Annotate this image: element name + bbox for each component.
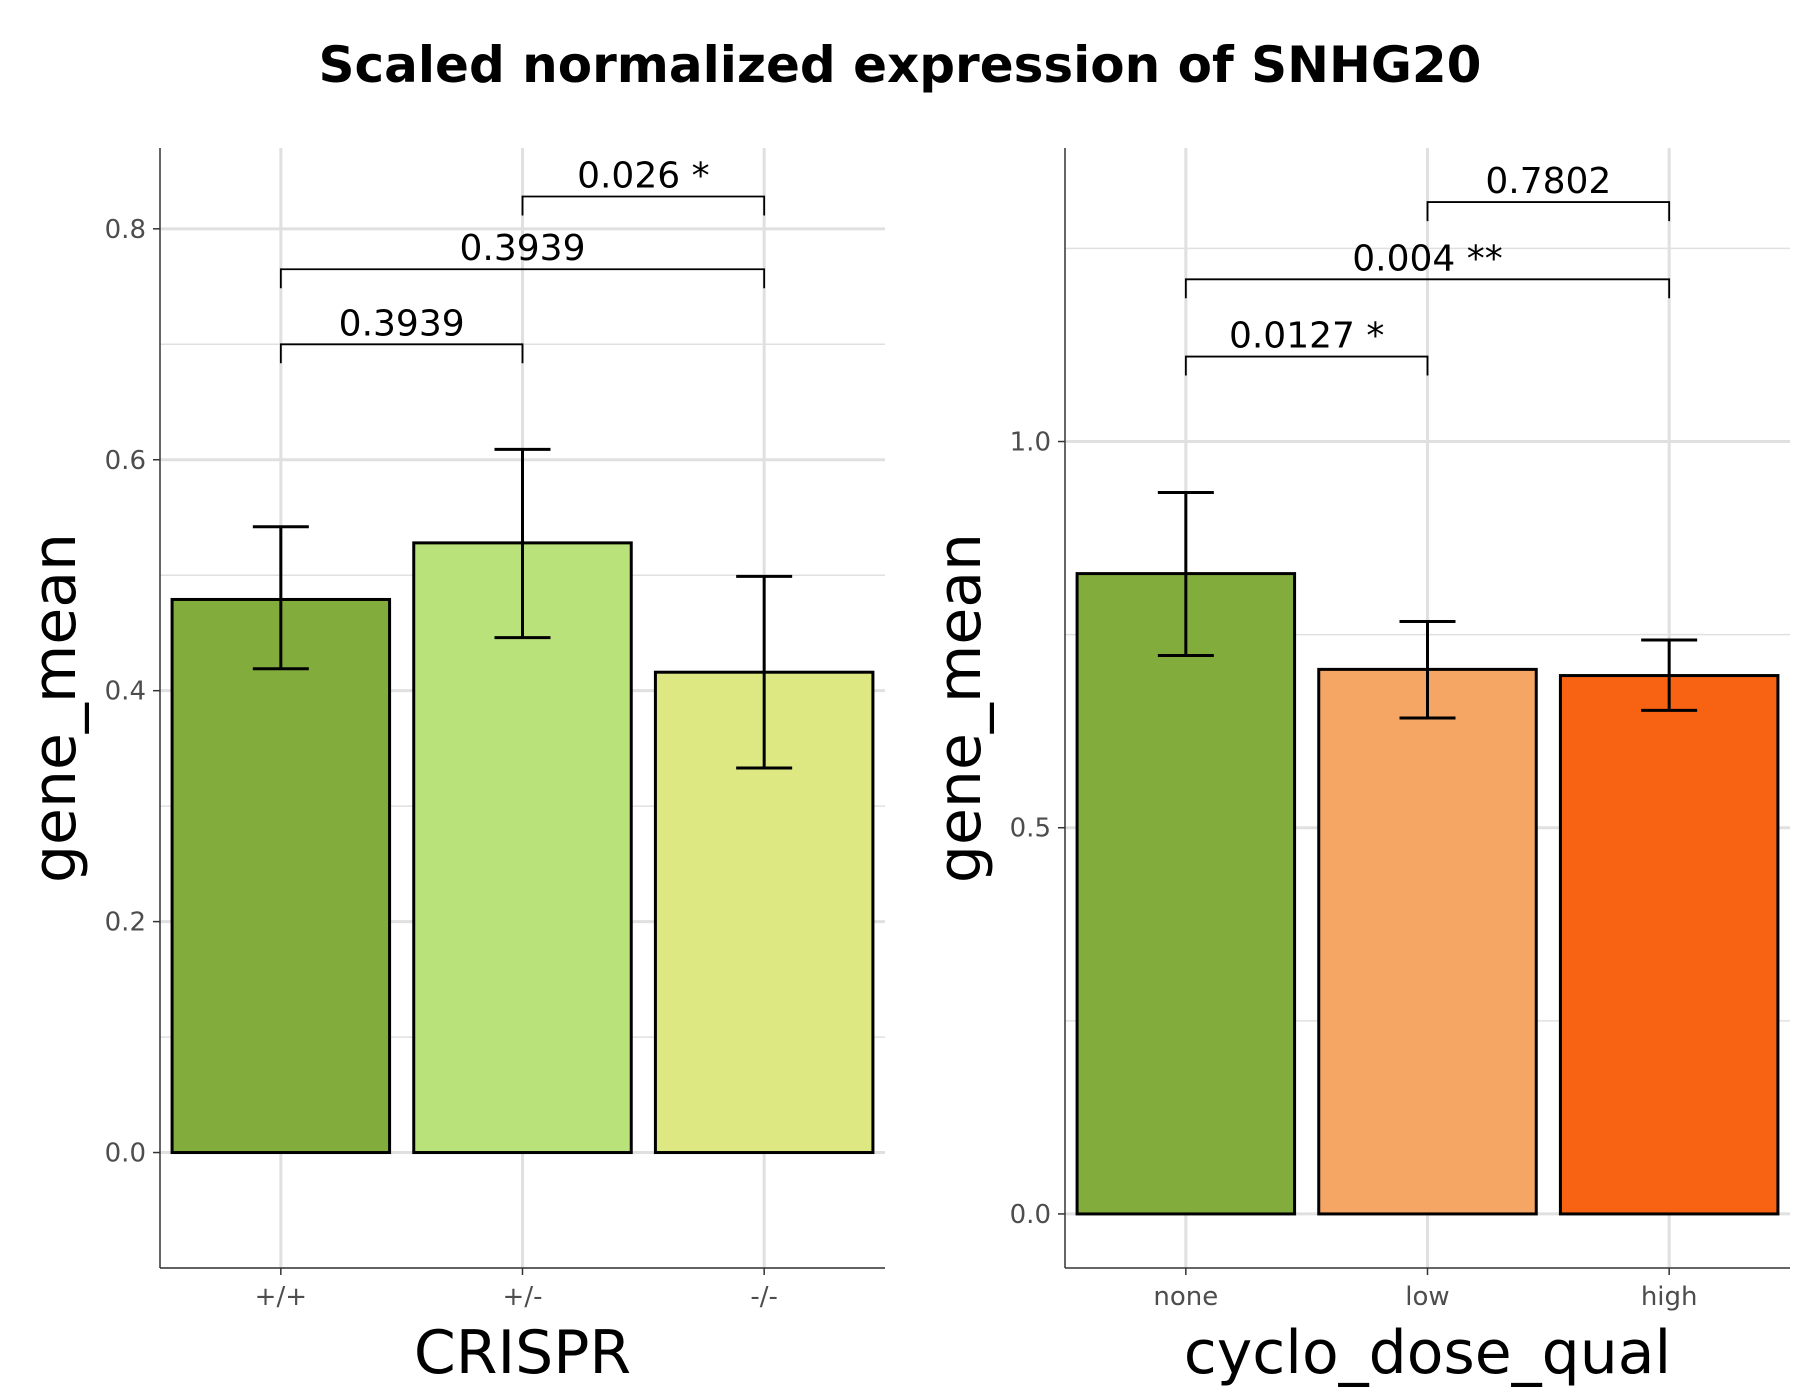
y-tick-label: 1.0	[1010, 428, 1051, 458]
x-axis-title: CRISPR	[414, 1318, 631, 1388]
comparison-bracket	[279, 268, 766, 289]
x-tick-label: high	[1641, 1282, 1698, 1312]
comparison-bracket	[521, 195, 766, 216]
x-tick-label: -/-	[750, 1282, 778, 1312]
comparison-bracket	[1184, 355, 1429, 376]
y-tick-label: 0.0	[105, 1139, 146, 1169]
bar-+/-	[412, 541, 633, 1155]
comparison-label: 0.3939	[460, 228, 586, 269]
bar-+/+	[170, 597, 392, 1155]
comparison-label: 0.004 **	[1352, 238, 1503, 279]
bar-none	[1075, 572, 1297, 1216]
y-tick-label: 0.8	[105, 215, 146, 245]
bar-high	[1558, 674, 1780, 1216]
y-tick-label: 0.6	[105, 446, 146, 476]
panel-2: 0.0 0.5 1.0 none low high 0.0127 * 0.004 ** 0.78…	[925, 148, 1790, 1388]
x-tick-label: +/-	[503, 1282, 543, 1312]
panel-1: 0.0 0.2 0.4 0.6 0.8 +/+ +/- -/- 0.3939 0.3939 0.02…	[20, 148, 885, 1388]
y-tick-label: 0.0	[1010, 1200, 1051, 1230]
y-tick-label: 0.4	[105, 677, 146, 707]
x-axis-title: cyclo_dose_qual	[1184, 1318, 1671, 1388]
comparison-bracket	[1184, 278, 1671, 299]
comparison-bracket	[1426, 201, 1671, 222]
comparison-bracket	[279, 343, 524, 364]
comparison-label: 0.7802	[1485, 161, 1611, 202]
y-tick-label: 0.5	[1010, 814, 1051, 844]
y-axis-title: gene_mean	[20, 533, 90, 883]
chart-title: Scaled normalized expression of SNHG20	[318, 36, 1482, 94]
y-axis-title: gene_mean	[925, 533, 995, 883]
comparison-label: 0.026 *	[577, 155, 710, 196]
comparison-label: 0.3939	[339, 303, 465, 344]
x-tick-label: low	[1405, 1282, 1449, 1312]
x-tick-label: +/+	[255, 1282, 307, 1312]
bar-low	[1317, 667, 1538, 1216]
comparison-label: 0.0127 *	[1229, 316, 1384, 357]
x-tick-label: none	[1153, 1282, 1218, 1312]
y-tick-label: 0.2	[105, 908, 146, 938]
